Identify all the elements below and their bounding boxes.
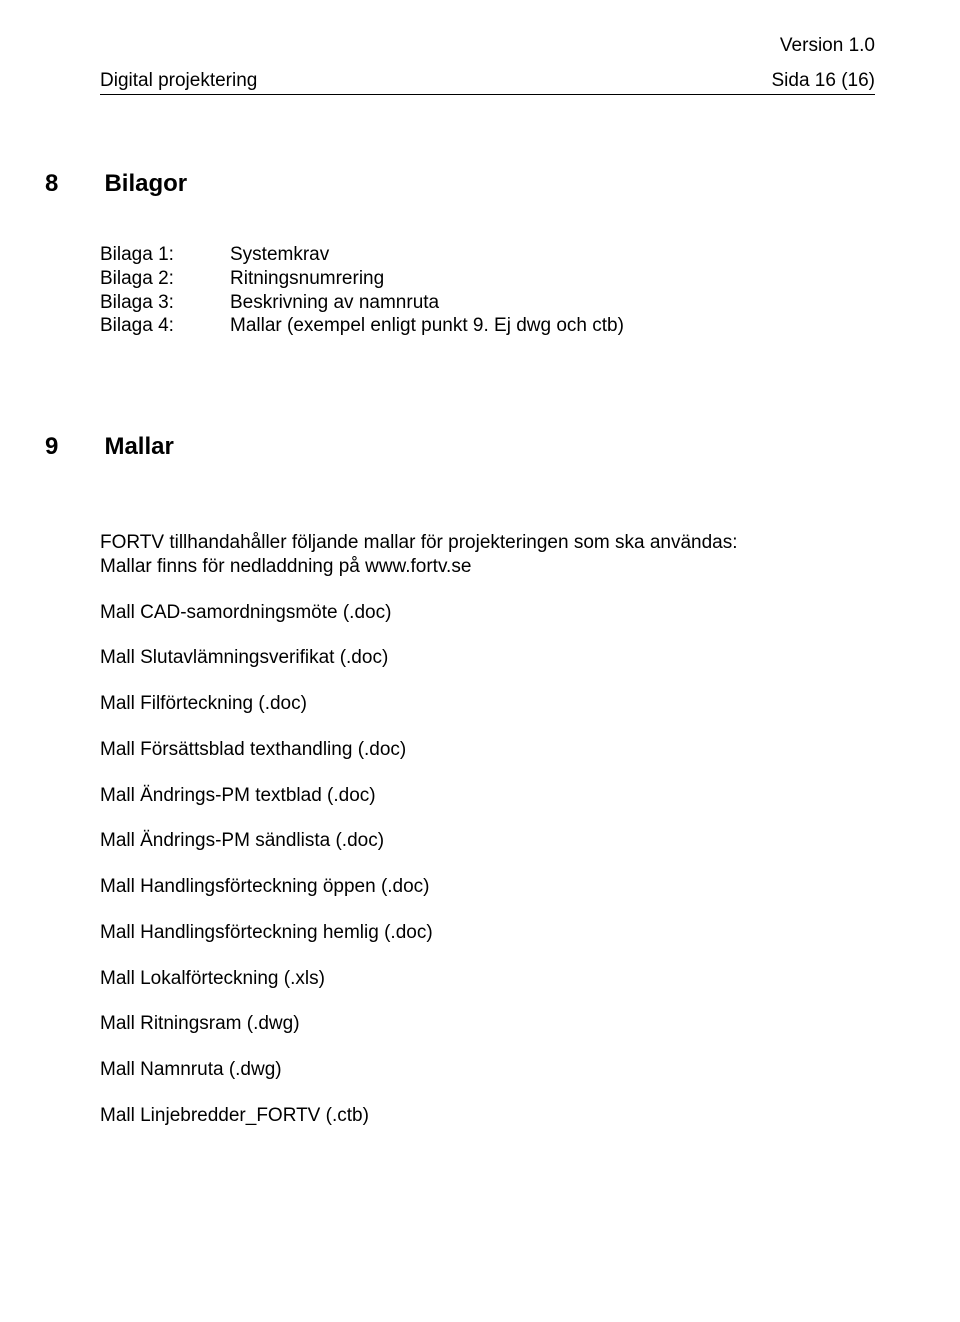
list-item: Mall Lokalförteckning (.xls): [100, 967, 875, 991]
list-item: Mall Handlingsförteckning hemlig (.doc): [100, 921, 875, 945]
list-item: Mall Ändrings-PM sändlista (.doc): [100, 829, 875, 853]
list-item: Mall Linjebredder_FORTV (.ctb): [100, 1104, 875, 1128]
list-item: Mall CAD-samordningsmöte (.doc): [100, 601, 875, 625]
section-9-number: 9: [45, 433, 100, 461]
list-item: Mall Namnruta (.dwg): [100, 1058, 875, 1082]
bilaga-list: Bilaga 1: Systemkrav Bilaga 2: Ritningsn…: [100, 243, 875, 338]
bilaga-value: Beskrivning av namnruta: [230, 291, 439, 315]
list-item: Bilaga 3: Beskrivning av namnruta: [100, 291, 875, 315]
section-8-title: Bilagor: [104, 170, 187, 197]
bilaga-value: Ritningsnumrering: [230, 267, 384, 291]
bilaga-value: Mallar (exempel enligt punkt 9. Ej dwg o…: [230, 314, 624, 338]
list-item: Bilaga 4: Mallar (exempel enligt punkt 9…: [100, 314, 875, 338]
bilaga-key: Bilaga 1:: [100, 243, 230, 267]
header-left: Digital projektering: [100, 70, 257, 92]
list-item: Bilaga 1: Systemkrav: [100, 243, 875, 267]
list-item: Mall Handlingsförteckning öppen (.doc): [100, 875, 875, 899]
document-page: Version 1.0 Digital projektering Sida 16…: [0, 0, 960, 1322]
section-9-intro: FORTV tillhandahåller följande mallar fö…: [100, 531, 875, 579]
section-8-number: 8: [45, 170, 100, 198]
list-item: Mall Försättsblad texthandling (.doc): [100, 738, 875, 762]
list-item: Bilaga 2: Ritningsnumrering: [100, 267, 875, 291]
list-item: Mall Slutavlämningsverifikat (.doc): [100, 646, 875, 670]
section-9-title: Mallar: [104, 433, 173, 460]
bilaga-key: Bilaga 3:: [100, 291, 230, 315]
section-8-heading: 8 Bilagor: [45, 170, 875, 198]
list-item: Mall Ritningsram (.dwg): [100, 1012, 875, 1036]
list-item: Mall Filförteckning (.doc): [100, 692, 875, 716]
version-label: Version 1.0: [780, 35, 875, 57]
bilaga-key: Bilaga 4:: [100, 314, 230, 338]
intro-line-1: FORTV tillhandahåller följande mallar fö…: [100, 531, 875, 555]
mall-list: Mall CAD-samordningsmöte (.doc) Mall Slu…: [100, 601, 875, 1128]
page-header: Digital projektering Sida 16 (16): [100, 70, 875, 95]
intro-line-2: Mallar finns för nedladdning på www.fort…: [100, 555, 875, 579]
bilaga-key: Bilaga 2:: [100, 267, 230, 291]
bilaga-value: Systemkrav: [230, 243, 329, 267]
list-item: Mall Ändrings-PM textblad (.doc): [100, 784, 875, 808]
header-right: Sida 16 (16): [771, 70, 875, 92]
section-9-heading: 9 Mallar: [45, 433, 875, 461]
